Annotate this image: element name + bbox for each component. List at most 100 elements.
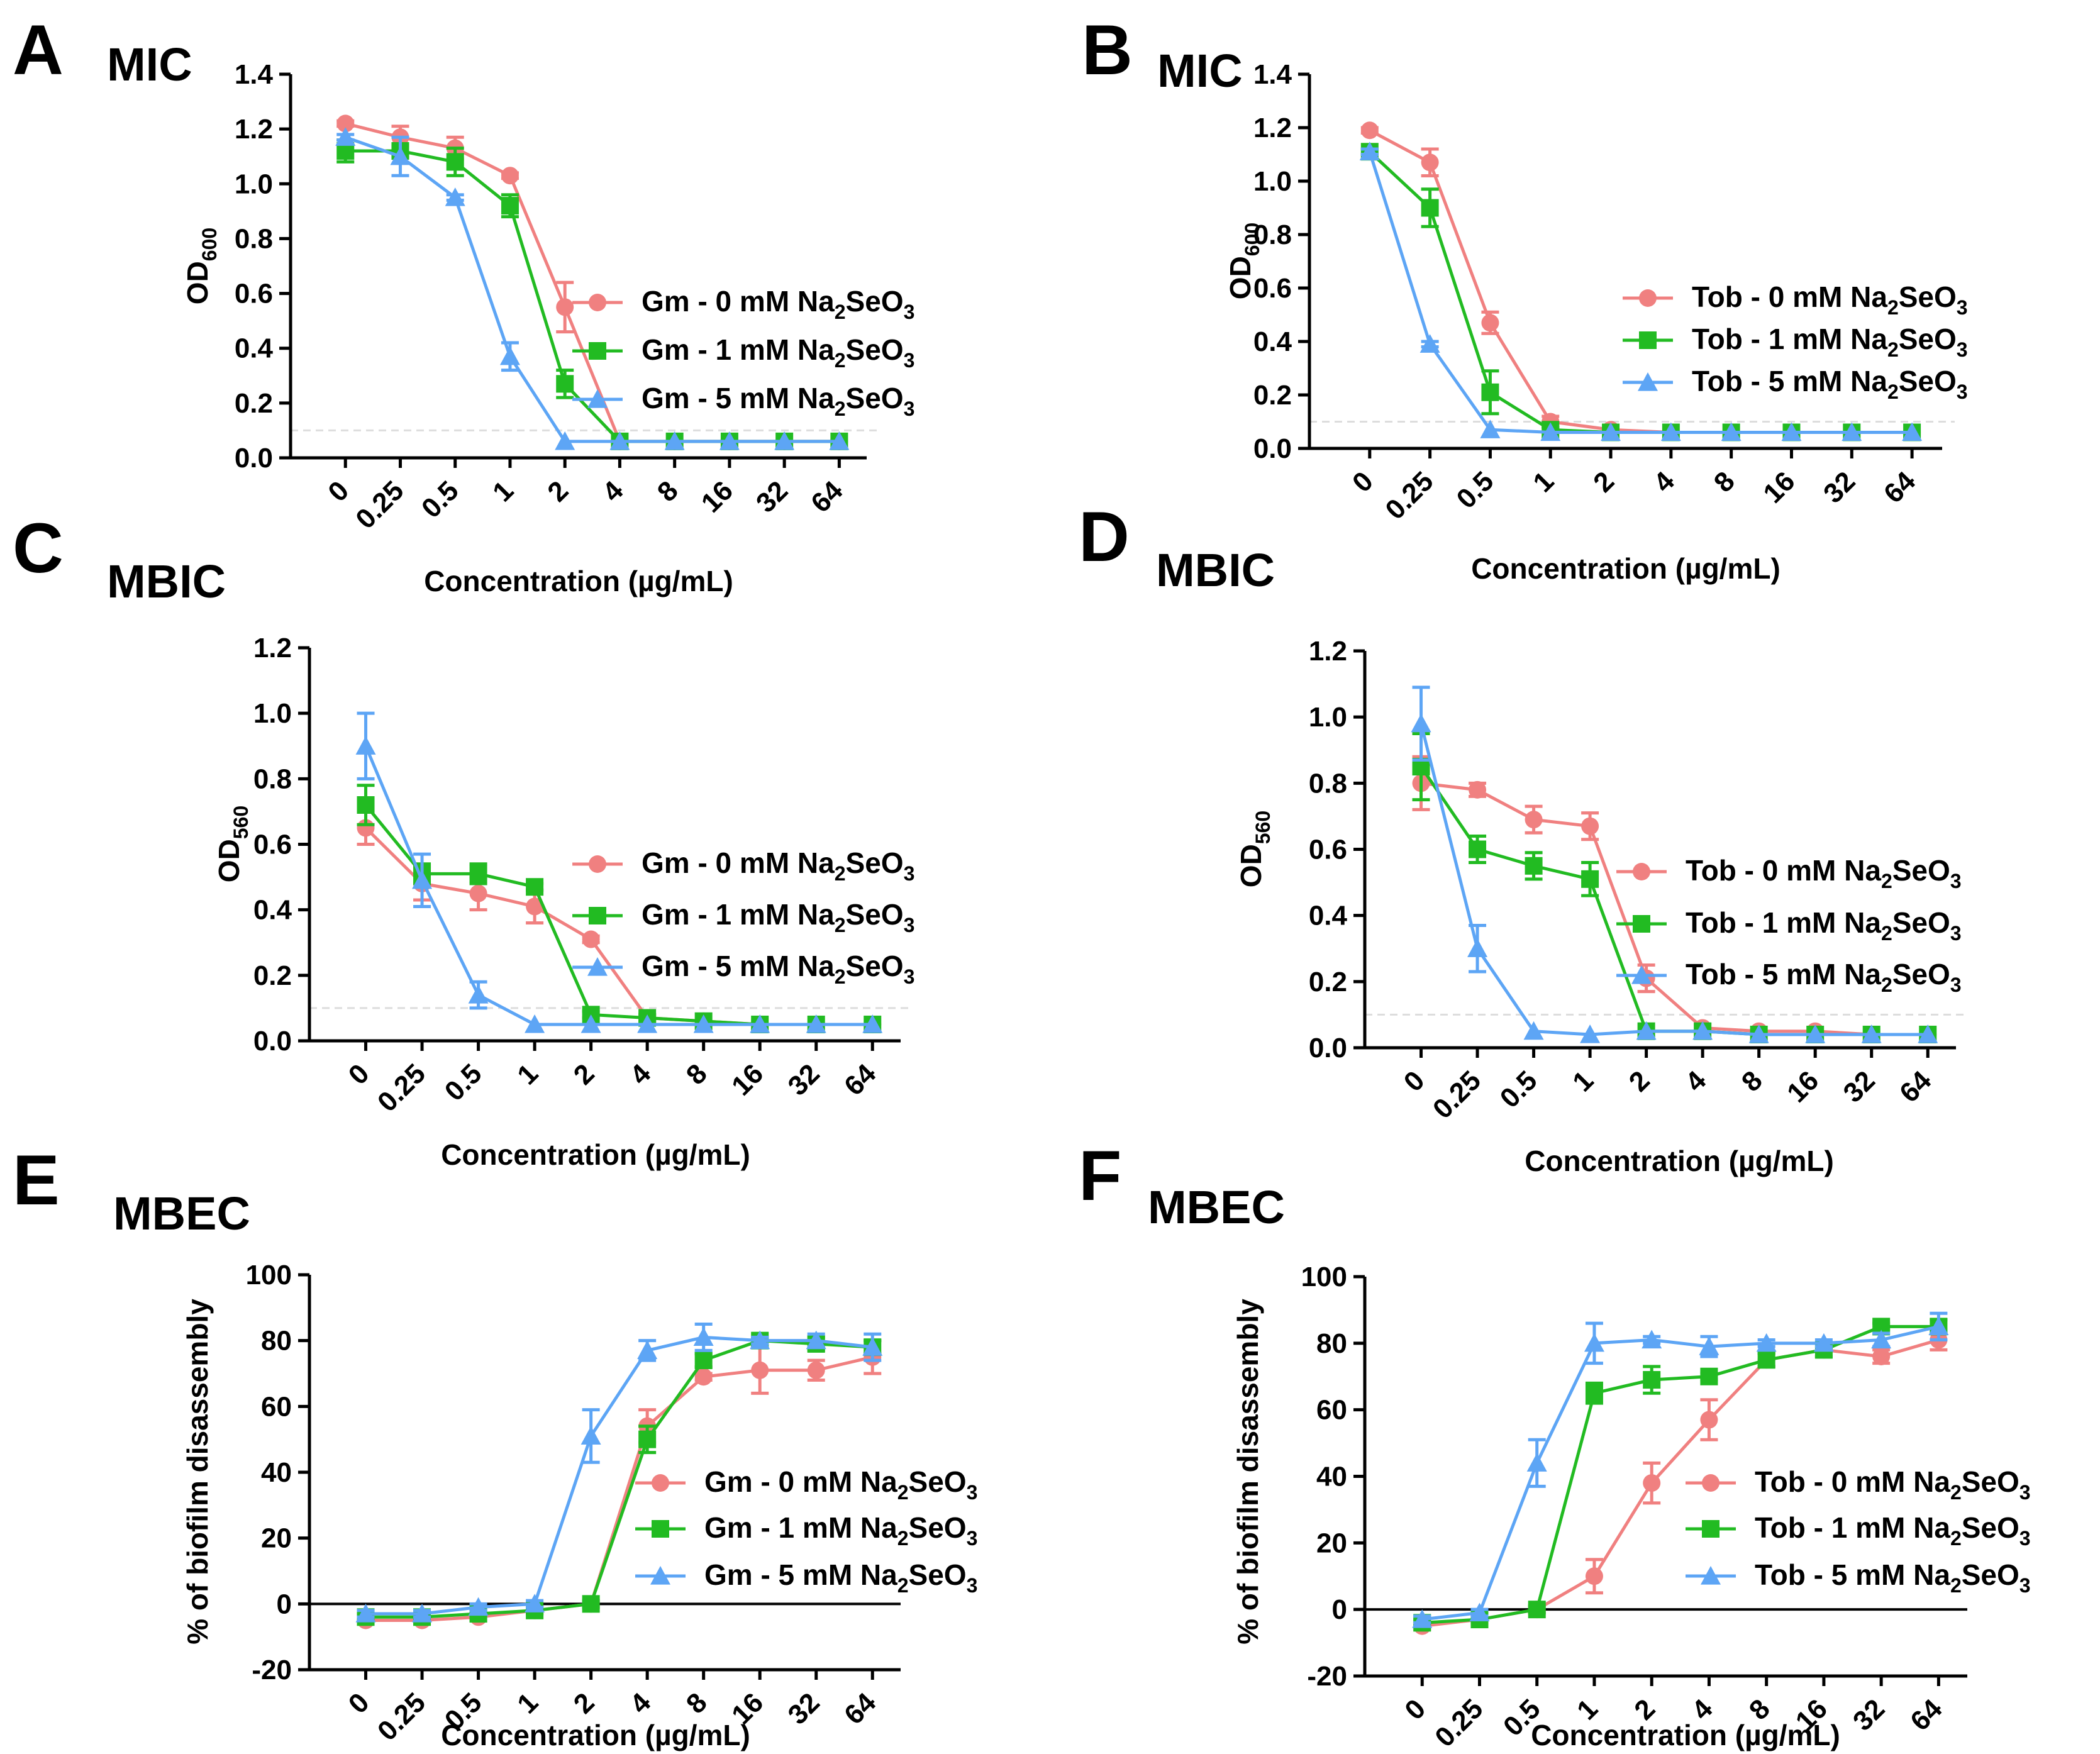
legend-entry: Gm - 1 mM Na2SeO3: [572, 898, 914, 936]
x-tick-label: 0: [1347, 465, 1379, 498]
data-point: [1584, 1333, 1604, 1352]
series-triangle: [1359, 142, 1923, 441]
y-tick-label: 0.4: [235, 333, 274, 364]
y-tick-label: 0: [277, 1589, 292, 1619]
data-point: [807, 1361, 825, 1379]
y-tick-label: 0.6: [253, 830, 292, 860]
y-tick-label: 0.2: [235, 388, 273, 419]
chart-title: MBEC: [1148, 1181, 1285, 1233]
data-point: [693, 1327, 714, 1346]
data-point: [694, 1352, 713, 1370]
legend-marker: [589, 294, 606, 311]
data-point: [862, 1014, 883, 1033]
legend-entry: Tob - 1 mM Na2SeO3: [1623, 323, 1968, 361]
series-line: [1419, 765, 1928, 1036]
legend-entry: Gm - 5 mM Na2SeO3: [635, 1558, 977, 1597]
x-axis-label: Concentration (µg/mL): [1471, 552, 1781, 585]
y-tick-label: 0.2: [1309, 967, 1347, 997]
legend-marker: [1633, 863, 1650, 880]
data-point: [357, 796, 375, 814]
panel-letter: B: [1082, 11, 1133, 89]
legend-entry: Gm - 1 mM Na2SeO3: [635, 1511, 977, 1550]
y-tick-label: 1.2: [235, 114, 273, 145]
series-line: [365, 1335, 873, 1616]
data-point: [1469, 780, 1487, 799]
y-tick-label: 1.4: [1253, 59, 1292, 90]
y-axis-label: OD600: [181, 228, 221, 304]
data-point: [637, 1340, 658, 1359]
data-point: [1813, 1333, 1834, 1352]
series-line: [365, 1339, 873, 1619]
legend-marker: [1702, 1474, 1719, 1492]
x-tick-label: 0.25: [372, 1687, 431, 1746]
legend-marker: [589, 855, 606, 873]
data-point: [525, 1594, 545, 1612]
chart-panel-a: A MIC 0.0 0.2 0.4 0.6 0.8 1.0 1.2 1.4 00.25 0.5 1 2 4 8…: [13, 11, 914, 597]
x-tick-label: 1: [487, 475, 519, 508]
y-tick-label: 0.6: [235, 279, 273, 309]
data-point: [355, 1604, 376, 1623]
legend-label: Gm - 0 mM Na2SeO3: [642, 285, 914, 323]
x-tick-label: 64: [805, 475, 849, 519]
y-tick-label: 20: [261, 1523, 292, 1554]
x-tick-label: 64: [1894, 1065, 1938, 1109]
x-tick-label: 0.5: [1494, 1065, 1543, 1114]
x-tick-label: 0.25: [1429, 1693, 1489, 1753]
data-point: [469, 865, 487, 883]
legend-entry: Tob - 5 mM Na2SeO3: [1616, 958, 1962, 996]
panel-letter: C: [13, 509, 64, 587]
chart-title: MIC: [107, 38, 192, 91]
x-tick-label: 1: [1567, 1065, 1599, 1097]
chart-panel-b: B MIC 0.0 0.2 0.4 0.6 0.8 1.0 1.2 1.4 0 0.25 0.5 1 2 4 8…: [1082, 11, 1968, 585]
data-point: [1700, 1367, 1718, 1385]
chart-title: MIC: [1157, 45, 1243, 97]
x-tick-label: 4: [1648, 465, 1681, 498]
data-point: [1481, 314, 1499, 332]
data-point: [1480, 419, 1501, 438]
y-tick-label: 1.0: [253, 698, 292, 729]
y-tick-label: 1.2: [253, 633, 292, 663]
chart-panel-d: D MBIC 0.0 0.2 0.4 0.6 0.8 1.0 1.2 00.25 0.5 1 2 4 8 16…: [1079, 497, 1969, 1177]
data-point: [336, 114, 355, 133]
series-triangle: [355, 711, 883, 1033]
y-tick-label: 60: [1316, 1395, 1347, 1426]
data-point: [555, 431, 575, 450]
x-tick-label: 16: [1757, 465, 1801, 509]
y-tick-label: 100: [1301, 1262, 1347, 1292]
data-point: [1643, 1371, 1661, 1389]
y-tick-label: 0.8: [1309, 768, 1347, 799]
x-tick-label: 32: [782, 1687, 826, 1730]
data-point: [1601, 422, 1621, 441]
x-tick-label: 8: [652, 475, 684, 508]
data-point: [609, 431, 630, 450]
x-tick-label: 0: [1399, 1693, 1431, 1726]
data-point: [1581, 817, 1599, 835]
y-tick-label: 40: [261, 1457, 292, 1488]
legend-label: Tob - 1 mM Na2SeO3: [1692, 323, 1968, 361]
x-tick-label: 8: [1708, 465, 1741, 498]
data-point: [1525, 857, 1543, 875]
legend-label: Tob - 1 mM Na2SeO3: [1755, 1511, 2031, 1550]
chart-title: MBIC: [1156, 544, 1275, 596]
legend-entry: Tob - 5 mM Na2SeO3: [1686, 1558, 2031, 1597]
y-tick-label: 0.6: [1253, 273, 1292, 304]
series-line: [1422, 1324, 1939, 1624]
data-point: [1928, 1316, 1949, 1335]
y-axis-label: OD560: [213, 806, 252, 882]
legend-entry: Tob - 0 mM Na2SeO3: [1686, 1465, 2031, 1504]
data-point: [1421, 153, 1439, 172]
data-point: [1871, 1329, 1892, 1349]
data-point: [499, 346, 520, 365]
y-tick-label: 40: [1316, 1462, 1347, 1492]
legend-marker: [1702, 1520, 1719, 1538]
legend-marker: [1631, 965, 1652, 984]
data-point: [751, 1361, 769, 1379]
y-axis-label: % of biofilm disassembly: [181, 1299, 214, 1645]
legend-label: Tob - 5 mM Na2SeO3: [1686, 958, 1962, 996]
series-triangle: [355, 1323, 883, 1623]
x-tick-label: 32: [1818, 465, 1861, 509]
data-point: [525, 1014, 545, 1033]
series-triangle: [1411, 686, 1938, 1043]
x-tick-label: 1: [511, 1058, 544, 1091]
data-point: [445, 187, 465, 206]
